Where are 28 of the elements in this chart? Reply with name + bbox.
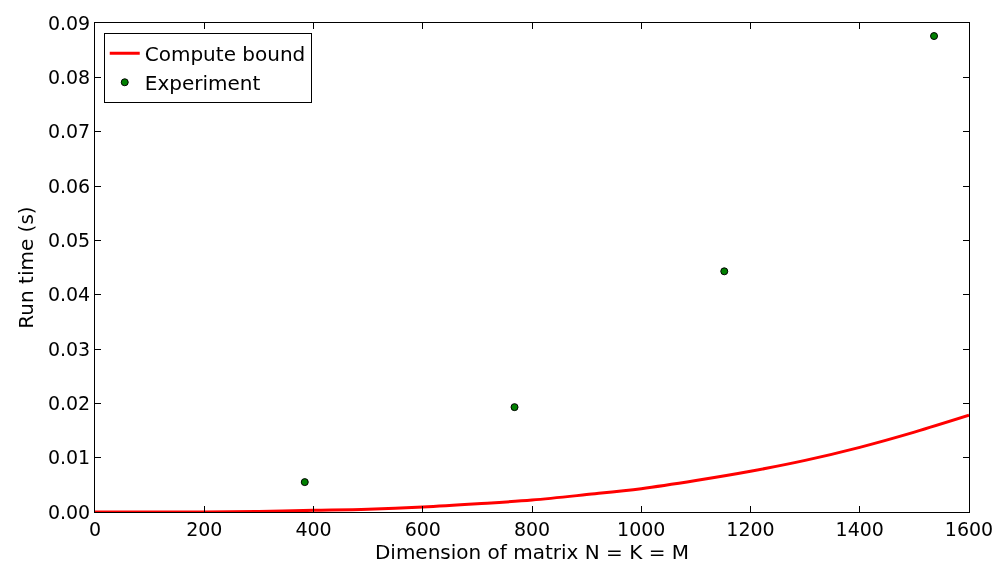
point [930,32,939,41]
y-tick-label: 0.01 [47,446,91,469]
y-tick-label: 0.04 [47,283,91,306]
y-tick-label: 0.05 [47,228,91,251]
point [720,267,729,276]
y-tick-label: 0.09 [47,11,91,34]
y-axis-title: Run time (s) [14,206,39,329]
point [510,403,519,412]
x-tick-label: 800 [513,517,551,540]
y-tick-label: 0.06 [47,174,91,197]
x-tick-label: 600 [404,517,441,540]
x-tick-label: 1000 [617,517,666,540]
y-tick-label: 0.07 [47,120,91,143]
x-tick-label: 1600 [944,517,994,540]
legend-label: Compute bound [144,42,306,67]
x-tick-label: 200 [186,517,223,540]
x-tick-label: 1200 [726,517,775,540]
x-tick-label: 0 [88,517,102,540]
x-tick-label: 400 [295,517,332,540]
line-series [95,413,969,512]
point [300,478,309,487]
legend-label: Experiment [144,71,261,96]
x-tick-label: 1400 [835,517,884,540]
x-axis-title: Dimension of matrix N = K = M [374,539,690,564]
y-tick-label: 0.03 [47,337,91,360]
y-tick-label: 0.02 [47,391,91,414]
y-tick-label: 0.08 [47,65,91,88]
y-tick-label: 0.00 [47,500,91,523]
